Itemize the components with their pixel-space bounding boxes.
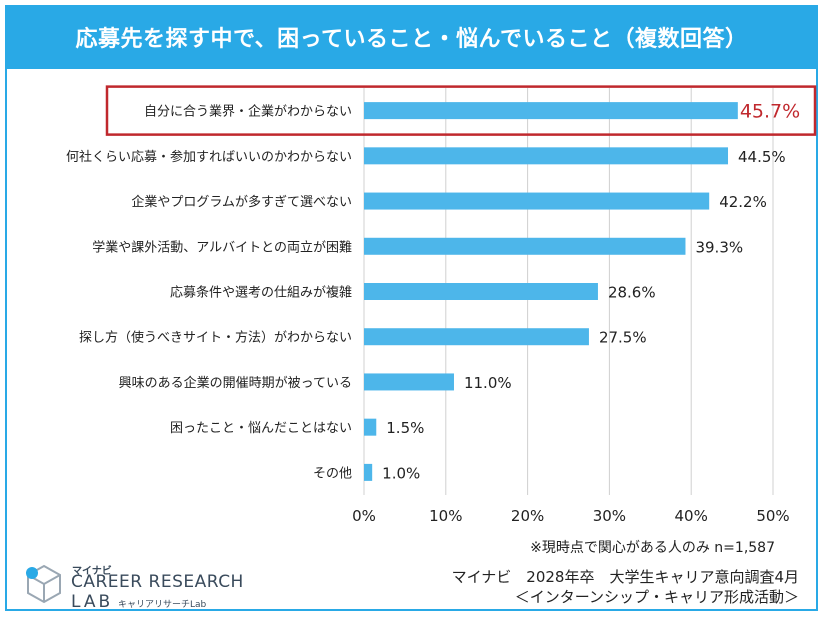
x-tick-label: 30% (593, 507, 626, 525)
category-label: 学業や課外活動、アルバイトとの両立が困難 (92, 239, 352, 255)
logo-career-research: CAREER RESEARCH (71, 572, 244, 592)
bar (364, 192, 710, 210)
value-label: 44.5% (738, 148, 786, 166)
cube-icon (26, 564, 61, 604)
category-label: 何社くらい応募・参加すればいいのかわからない (66, 149, 352, 165)
career-research-lab-logo (26, 564, 61, 604)
source-line-2: ＜インターンシップ・キャリア形成活動＞ (514, 588, 799, 606)
highlight-box (105, 85, 817, 136)
bar (364, 463, 373, 481)
category-label: 応募条件や選考の仕組みが複雑 (170, 285, 352, 301)
category-label: 自分に合う業界・企業がわからない (144, 104, 352, 120)
sample-note: ※現時点で関心がある人のみ n=1,587 (530, 540, 775, 556)
bar (364, 328, 589, 346)
category-label: その他 (313, 466, 352, 481)
bar (364, 237, 686, 255)
bar (364, 418, 377, 436)
category-label: 興味のある企業の開催時期が被っている (119, 375, 352, 391)
bar (364, 102, 738, 120)
x-tick-label: 40% (675, 507, 708, 525)
x-tick-label: 50% (756, 507, 789, 525)
value-label: 28.6% (608, 284, 656, 302)
x-tick-label: 10% (429, 507, 462, 525)
logo-subtitle: キャリアリサーチLab (118, 600, 207, 610)
value-label: 39.3% (695, 238, 743, 256)
logo-lab: LAB (71, 592, 114, 612)
category-label: 困ったこと・悩んだことはない (170, 421, 352, 436)
value-label: 45.7% (740, 101, 800, 123)
chart-title: 応募先を探す中で、困っていること・悩んでいること（複数回答） (5, 5, 818, 69)
source-credit: マイナビ 2028年卒 大学生キャリア意向調査4月 ＜インターンシップ・キャリア… (452, 567, 799, 607)
category-label: 企業やプログラムが多すぎて選べない (131, 194, 352, 210)
bar (364, 283, 598, 300)
logo-brand: マイナビ (72, 566, 112, 577)
category-label: 探し方（使うべきサイト・方法）がわからない (79, 330, 352, 346)
value-label: 42.2% (719, 193, 767, 211)
value-label: 27.5% (599, 329, 647, 347)
source-line-1: マイナビ 2028年卒 大学生キャリア意向調査4月 (451, 568, 799, 586)
x-tick-label: 20% (511, 507, 544, 525)
value-label: 1.5% (386, 419, 424, 437)
bar (364, 147, 729, 165)
value-label: 1.0% (382, 464, 420, 482)
value-label: 11.0% (464, 374, 512, 392)
bar (364, 373, 454, 391)
x-tick-label: 0% (352, 507, 376, 525)
